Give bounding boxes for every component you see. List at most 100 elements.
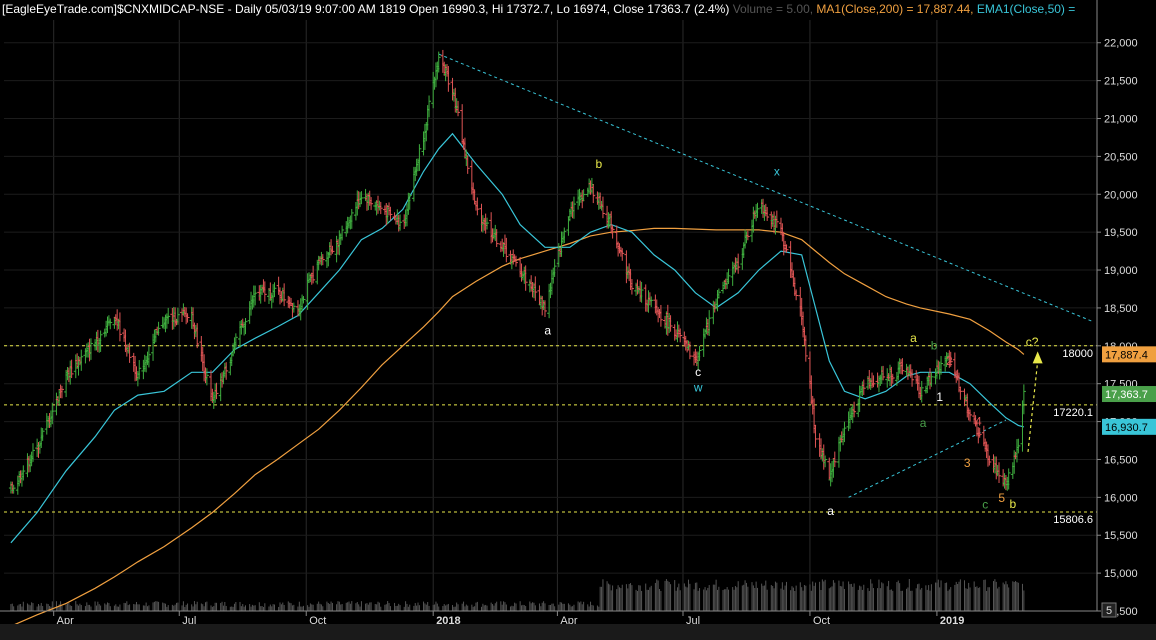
ohlc-bar [803,335,808,362]
ohlc-bar [523,265,528,291]
ohlc-bar [697,345,702,362]
ohlc-bar [823,455,828,468]
ohlc-bar [398,214,403,231]
header-info: - Daily 05/03/19 9:07:00 AM 1819 Open 16… [224,2,730,16]
wave-label: 4 [975,414,982,428]
x-axis-footer [0,624,1156,640]
price-bars [8,49,1026,495]
header-ema: EMA1(Close,50) = [976,2,1076,16]
ohlc-bar [1006,468,1011,490]
ohlc-bar [291,302,296,313]
volume-bars [10,579,1025,611]
ohlc-bar [842,421,847,443]
ohlc-bar [571,196,576,219]
price-tag-box [1102,418,1156,435]
ohlc-bar [369,197,374,210]
chart-header: [EagleEyeTrade.com]$CNXMIDCAP-NSE - Dail… [2,1,1075,18]
ohlc-bar [685,339,690,353]
ohlc-bar [716,288,721,299]
ohlc-bar [108,318,113,330]
ohlc-bar [50,402,55,425]
ohlc-bar [620,248,625,261]
ohlc-bar [446,65,451,92]
ohlc-bar [736,253,741,274]
wave-label: c [695,365,701,379]
ohlc-bar [175,307,180,325]
ohlc-bar [610,225,615,239]
ohlc-bar [552,259,557,277]
ohlc-bar [639,281,644,303]
ohlc-bar [871,375,876,388]
header-ma: MA1(Close,200) = 17,887.44, [816,2,974,16]
ohlc-bar [349,208,354,229]
price-tag-label: 17,887.4 [1105,349,1148,361]
wave-label: 2 [946,354,953,368]
ohlc-bar [581,189,586,202]
level-label: 18000 [1062,348,1093,360]
wave-label: c [982,498,988,512]
ohlc-bar [504,237,509,263]
header-source: [EagleEyeTrade.com] [2,2,117,16]
ohlc-bar [919,380,924,403]
ohlc-bar [146,346,151,368]
ohlc-bar [1016,438,1021,454]
ohlc-bar [658,304,663,327]
wave-label: 5 [998,491,1005,505]
wave-label: c? [1026,335,1039,349]
projection-arrow [1032,351,1043,364]
ohlc-bar [765,206,770,221]
volume-axis-box [1101,602,1117,618]
ohlc-bar [69,359,74,379]
ohlc-bar [774,210,779,228]
ohlc-bar [721,281,726,294]
ohlc-bar [224,362,229,380]
ohlc-bar [156,321,161,336]
ohlc-bar [214,382,219,400]
y-tick-label: 18,500 [1104,303,1138,315]
ohlc-bar [958,386,963,400]
ohlc-bar [330,245,335,254]
ohlc-bar [30,443,35,462]
ohlc-bar [407,193,412,210]
ohlc-bar [40,428,45,441]
y-tick-label: 19,000 [1104,265,1138,277]
wave-label: a [910,331,917,345]
ohlc-bar [485,217,490,230]
ohlc-bar [262,281,267,302]
ohlc-bar [127,342,132,363]
ohlc-bar [185,313,190,323]
wave-label: 3 [964,456,971,470]
ohlc-bar [668,315,673,332]
ohlc-bar [204,368,209,386]
ohlc-bar [436,51,441,73]
ohlc-bar [852,401,857,418]
ohlc-bar [59,385,64,399]
ohlc-bar [832,451,837,468]
ohlc-bar [900,358,905,375]
ohlc-bar [311,265,316,284]
ohlc-bar [456,100,461,117]
ohlc-bar [678,328,683,343]
wave-label: a [920,416,927,430]
price-tag-box [1102,386,1156,403]
ohlc-bar [997,462,1002,483]
trendline [438,53,1094,323]
ohlc-bar [475,197,480,216]
ohlc-bar [88,338,93,360]
ohlc-bar [890,373,895,384]
y-tick-label: 15,000 [1104,568,1138,580]
ohlc-bar [417,144,422,171]
ohlc-bar [726,268,731,285]
y-tick-label: 19,500 [1104,227,1138,239]
price-tag-label: 16,930.7 [1105,422,1148,434]
wave-label: b [1009,497,1016,511]
wave-label: b [931,339,938,353]
ohlc-bar [562,227,567,244]
ohlc-bar [745,230,750,241]
ohlc-bar [472,189,477,205]
ohlc-bar [378,201,383,215]
ohlc-bar [929,372,934,387]
ohlc-bar [272,282,277,298]
